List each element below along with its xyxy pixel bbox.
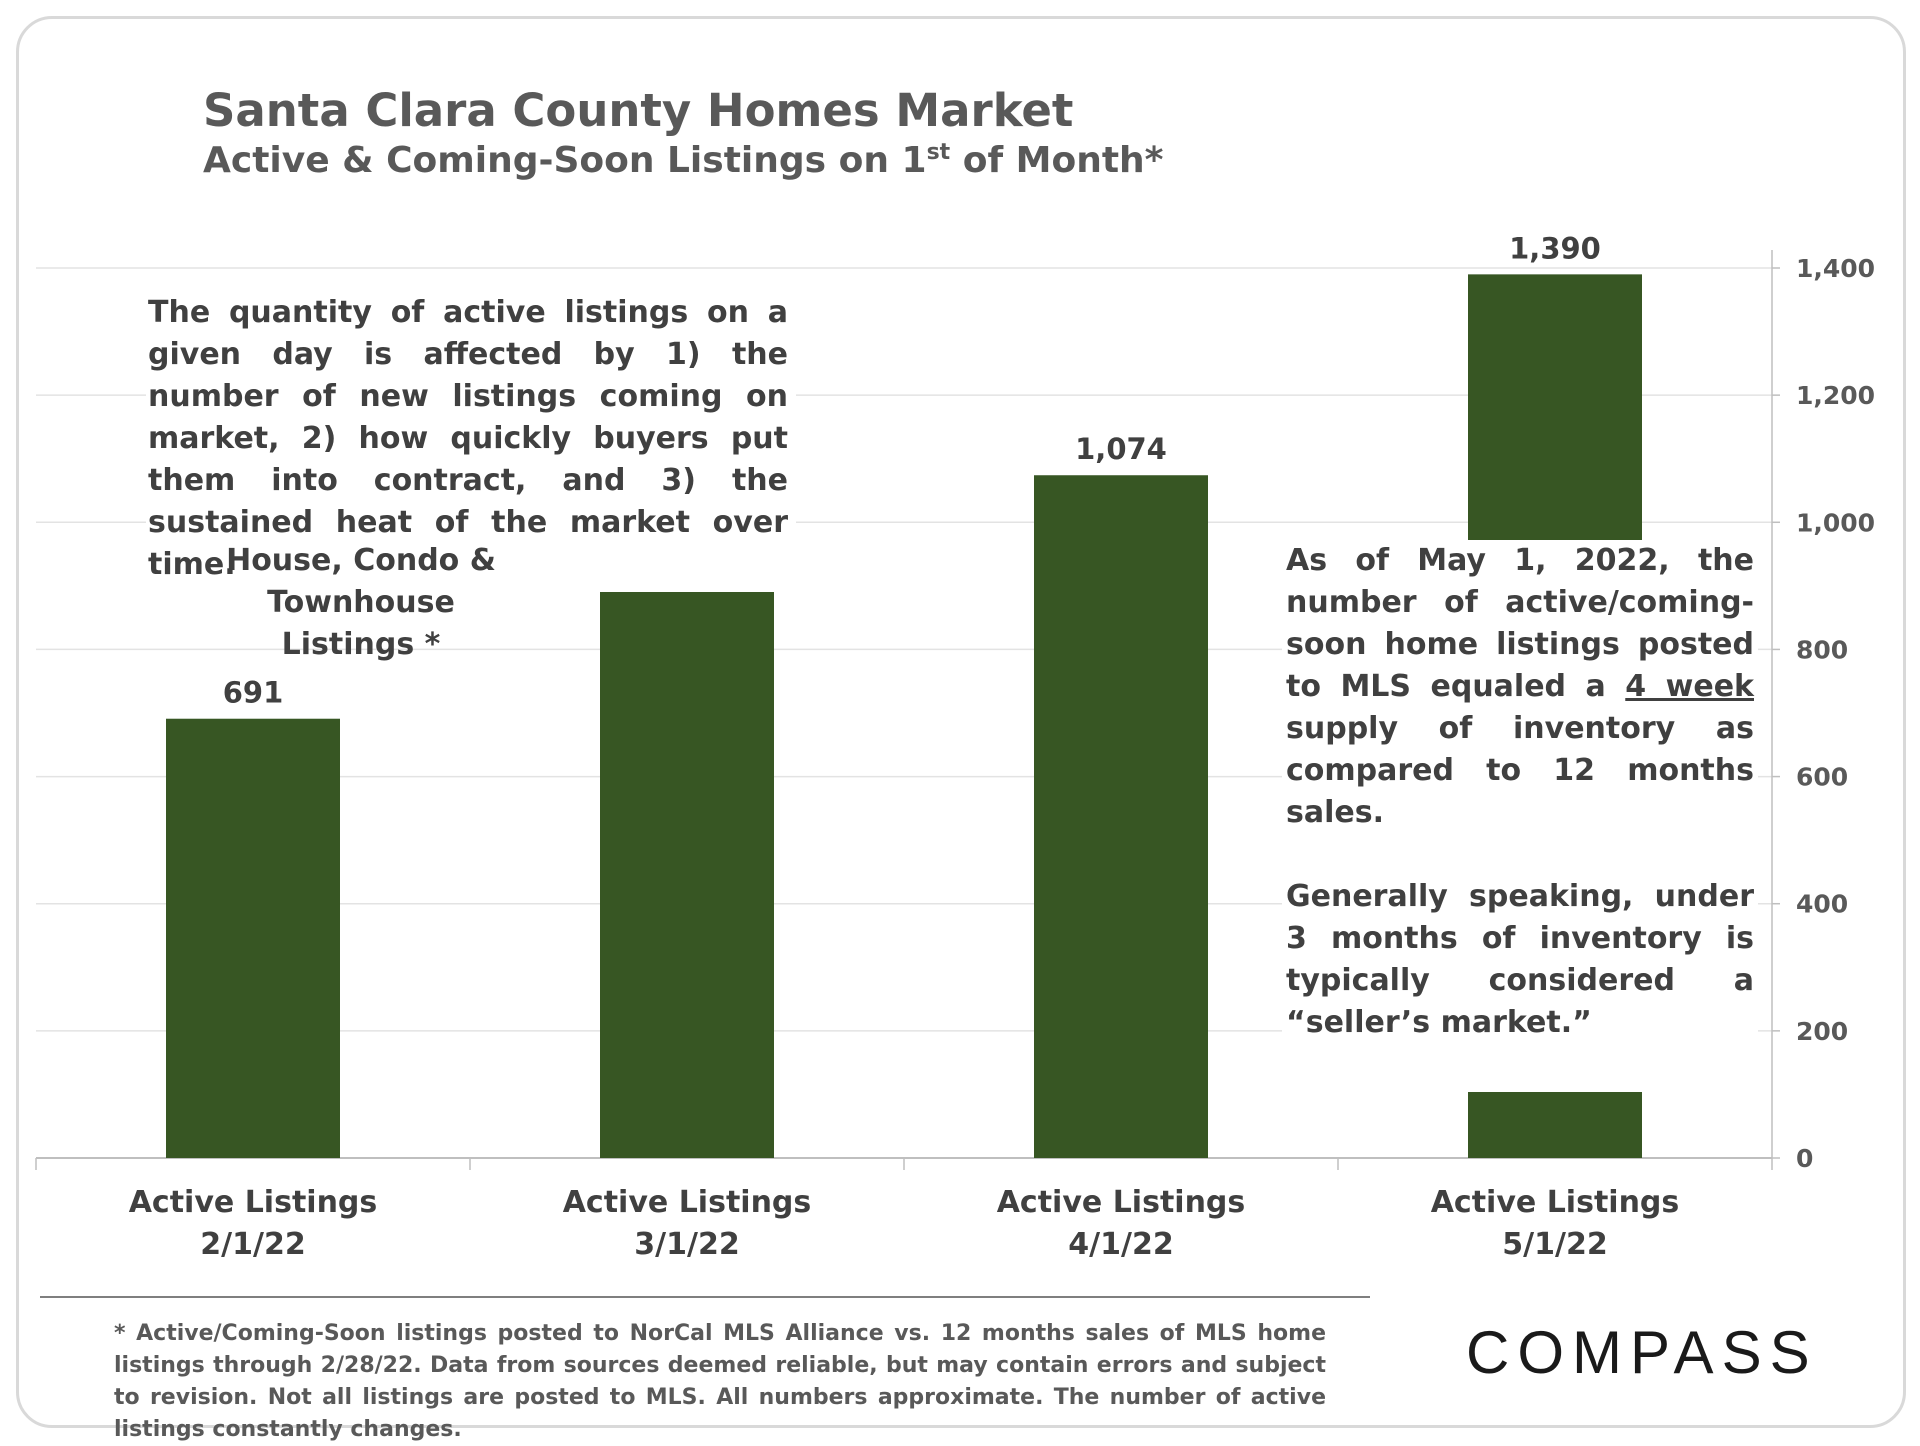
data-label: 1,390 (1509, 231, 1601, 265)
data-label: 691 (223, 676, 284, 710)
subtitle-superscript: st (926, 140, 951, 165)
x-category-label: Active Listings (563, 1185, 812, 1220)
inventory-weeks-emphasis: 4 week (1625, 669, 1754, 704)
y-tick-label: 1,000 (1796, 508, 1875, 537)
subtitle-text: Active & Coming-Soon Listings on 1 (203, 140, 927, 181)
explanation-note: The quantity of active listings on a giv… (146, 288, 796, 592)
x-category-label: Active Listings (1431, 1185, 1680, 1220)
inventory-note-paragraph-2: Generally speaking, under 3 months of in… (1286, 879, 1754, 1040)
series-label: House, Condo & Townhouse Listings * (226, 543, 496, 662)
inventory-note-text-end: supply of inventory as compared to 12 mo… (1286, 711, 1754, 830)
y-tick-label: 400 (1796, 890, 1848, 919)
bar (600, 551, 774, 1158)
chart-subtitle: Active & Coming-Soon Listings on 1st of … (203, 140, 1164, 181)
chart-title: Santa Clara County Homes Market (203, 84, 1074, 137)
data-label: 1,074 (1075, 432, 1167, 466)
x-category-label: Active Listings (997, 1185, 1246, 1220)
y-tick-label: 0 (1796, 1144, 1813, 1173)
inventory-note-paragraph-1: As of May 1, 2022, the number of active/… (1286, 540, 1754, 834)
bar (1034, 475, 1208, 1158)
bar (166, 718, 340, 1158)
footnote: * Active/Coming-Soon listings posted to … (114, 1321, 1326, 1442)
x-category-label: 2/1/22 (200, 1227, 305, 1262)
subtitle-text-end: of Month* (950, 140, 1164, 181)
x-category-label: 3/1/22 (634, 1227, 739, 1262)
footnote-divider (40, 1296, 1370, 1298)
y-tick-label: 1,200 (1796, 381, 1875, 410)
compass-logo: COMPASS (1466, 1319, 1818, 1386)
y-tick-label: 800 (1796, 635, 1848, 664)
y-tick-label: 1,400 (1796, 254, 1875, 283)
y-tick-label: 200 (1796, 1017, 1848, 1046)
y-tick-label: 600 (1796, 763, 1848, 792)
x-category-label: 4/1/22 (1068, 1227, 1173, 1262)
x-category-label: Active Listings (129, 1185, 378, 1220)
inventory-note: As of May 1, 2022, the number of active/… (1282, 540, 1758, 1092)
inventory-note-text: As of May 1, 2022, the number of active/… (1286, 543, 1754, 704)
x-category-label: 5/1/22 (1502, 1227, 1607, 1262)
